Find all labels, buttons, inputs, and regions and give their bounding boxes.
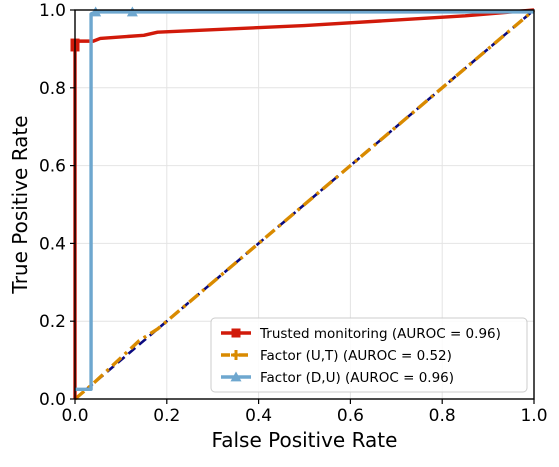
y-tick-label: 1.0 [39, 1, 66, 21]
series-2 [75, 6, 534, 391]
x-tick-label: 0.4 [245, 406, 272, 426]
legend-label: Factor (U,T) (AUROC = 0.52) [260, 348, 452, 364]
ticks: 0.0 0.2 0.4 0.6 0.8 1.0 0.0 0.2 0.4 0.6 0.8 1.0 [39, 1, 548, 426]
x-axis-title: False Positive Rate [212, 428, 398, 452]
x-tick-label: 0.8 [429, 406, 456, 426]
plot-frame [74, 9, 535, 400]
y-tick-label: 0.4 [39, 234, 66, 254]
legend-label: Factor (D,U) (AUROC = 0.96) [260, 370, 454, 386]
legend-swatch-marker [231, 350, 241, 360]
legend-entry: Trusted monitoring (AUROC = 0.96) [221, 326, 501, 342]
legend-swatch-marker [231, 328, 241, 338]
series-2-marker [126, 6, 138, 17]
y-tick-label: 0.2 [39, 312, 66, 332]
series-1 [73, 8, 536, 401]
x-tick-label: 0.6 [337, 406, 364, 426]
legend: Trusted monitoring (AUROC = 0.96) Factor … [210, 317, 528, 393]
legend-box [210, 317, 528, 393]
y-axis-title: True Positive Rate [8, 115, 32, 294]
legend-swatch-marker [230, 371, 242, 382]
legend-entry: Factor (U,T) (AUROC = 0.52) [221, 348, 452, 364]
x-tick-label: 1.0 [520, 406, 547, 426]
series-line-1 [73, 8, 536, 401]
x-tick-label: 0.2 [153, 406, 180, 426]
legend-entry: Factor (D,U) (AUROC = 0.96) [221, 370, 454, 386]
y-tick-label: 0.6 [39, 157, 66, 177]
x-tick-label: 0.0 [61, 406, 88, 426]
legend-label: Trusted monitoring (AUROC = 0.96) [259, 326, 501, 342]
y-tick-label: 0.0 [39, 390, 66, 410]
y-tick-label: 0.8 [39, 79, 66, 99]
series-2-marker [90, 6, 102, 17]
